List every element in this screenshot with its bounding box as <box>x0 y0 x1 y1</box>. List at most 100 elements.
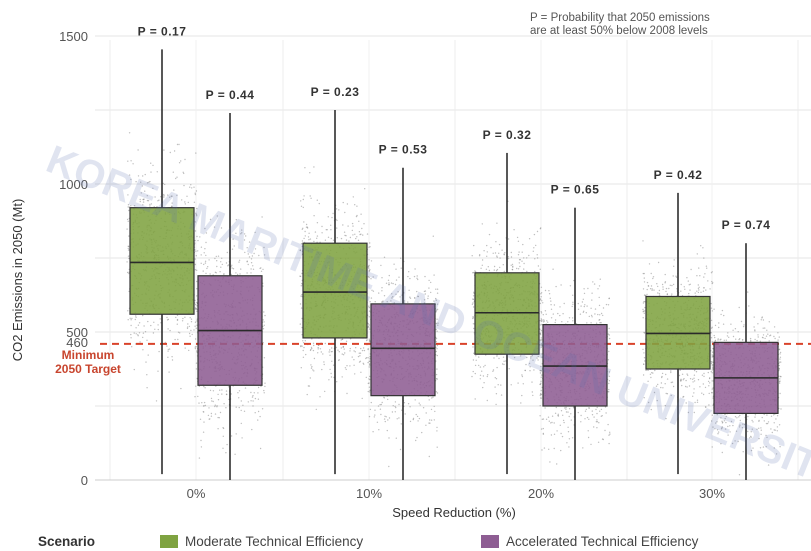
scatter-point <box>242 404 244 406</box>
scatter-point <box>130 178 132 181</box>
scatter-point <box>369 408 372 411</box>
scatter-point <box>565 408 567 410</box>
scatter-point <box>316 237 318 239</box>
scatter-point <box>300 285 302 287</box>
scatter-point <box>312 369 314 371</box>
scatter-point <box>176 143 179 146</box>
scatter-point <box>672 283 675 286</box>
scatter-point <box>378 429 380 431</box>
scatter-point <box>253 392 255 394</box>
scatter-point <box>147 354 149 356</box>
scatter-point <box>155 400 158 402</box>
scatter-point <box>644 306 646 309</box>
scatter-point <box>483 250 485 252</box>
scatter-point <box>418 402 420 404</box>
scatter-point <box>561 435 564 438</box>
scatter-point <box>384 420 386 423</box>
scatter-point <box>341 353 343 355</box>
scatter-point <box>367 348 369 351</box>
scatter-point <box>486 251 488 253</box>
scatter-point <box>300 200 302 202</box>
scatter-point <box>311 338 313 340</box>
scatter-point <box>194 192 196 194</box>
scatter-point <box>572 301 574 303</box>
scatter-point <box>565 406 567 409</box>
scatter-point <box>694 292 696 294</box>
scatter-point <box>479 374 482 376</box>
scatter-point <box>579 313 582 315</box>
scatter-point <box>127 249 130 251</box>
scatter-point <box>711 341 714 343</box>
scatter-point <box>263 311 265 313</box>
scatter-point <box>780 408 782 410</box>
scatter-point <box>430 281 432 284</box>
scatter-point <box>367 361 369 364</box>
scatter-point <box>608 337 611 340</box>
scatter-point <box>662 288 664 290</box>
scatter-point <box>609 433 611 435</box>
scatter-point <box>310 348 312 351</box>
scatter-point <box>503 363 505 366</box>
scatter-point <box>508 368 510 370</box>
scatter-point <box>435 341 438 343</box>
scatter-point <box>344 211 346 214</box>
scatter-point <box>194 230 197 232</box>
scatter-point <box>568 438 571 440</box>
scatter-point <box>370 401 372 404</box>
scatter-point <box>261 216 263 218</box>
scatter-point <box>424 275 426 278</box>
scatter-point <box>220 266 222 268</box>
scatter-point <box>304 340 306 342</box>
scatter-point <box>767 333 769 335</box>
scatter-point <box>330 376 333 378</box>
scatter-point <box>533 233 536 236</box>
scatter-point <box>338 351 340 353</box>
scatter-point <box>309 238 312 240</box>
scatter-point <box>216 406 218 408</box>
scatter-point <box>522 383 524 385</box>
scatter-point <box>137 334 139 336</box>
scatter-point <box>343 231 346 233</box>
scatter-point <box>403 402 406 404</box>
scatter-point <box>240 422 242 425</box>
scatter-point <box>543 447 546 449</box>
scatter-point <box>594 313 596 315</box>
scatter-point <box>127 160 129 162</box>
scatter-point <box>661 372 664 375</box>
scatter-point <box>698 286 700 288</box>
scatter-point <box>195 213 198 216</box>
scatter-point <box>366 339 368 341</box>
scatter-point <box>180 387 182 390</box>
scatter-point <box>684 288 686 290</box>
scatter-point <box>332 239 335 241</box>
scatter-point <box>500 394 503 396</box>
scatter-point <box>428 422 430 424</box>
scatter-point <box>162 182 164 185</box>
scatter-point <box>330 237 332 240</box>
scatter-point <box>503 270 505 273</box>
scatter-point <box>550 308 553 310</box>
scatter-point <box>513 356 516 359</box>
scatter-point <box>486 399 488 402</box>
scatter-point <box>544 310 547 312</box>
scatter-point <box>678 374 681 377</box>
scatter-point <box>551 415 554 417</box>
scatter-point <box>413 275 416 278</box>
scatter-point <box>597 313 599 316</box>
scatter-point <box>303 221 305 223</box>
scatter-point <box>128 209 130 212</box>
scatter-point <box>436 354 438 357</box>
scatter-point <box>380 264 382 267</box>
scatter-point <box>587 436 590 439</box>
scatter-point <box>425 424 427 426</box>
scatter-point <box>209 418 211 420</box>
scatter-point <box>352 196 354 198</box>
scatter-point <box>355 347 357 349</box>
scatter-point <box>520 402 522 404</box>
scatter-point <box>377 405 380 407</box>
scatter-point <box>345 239 348 241</box>
scatter-point <box>211 400 213 402</box>
scatter-point <box>349 236 352 239</box>
scatter-point <box>194 269 197 271</box>
scatter-point <box>430 419 433 421</box>
